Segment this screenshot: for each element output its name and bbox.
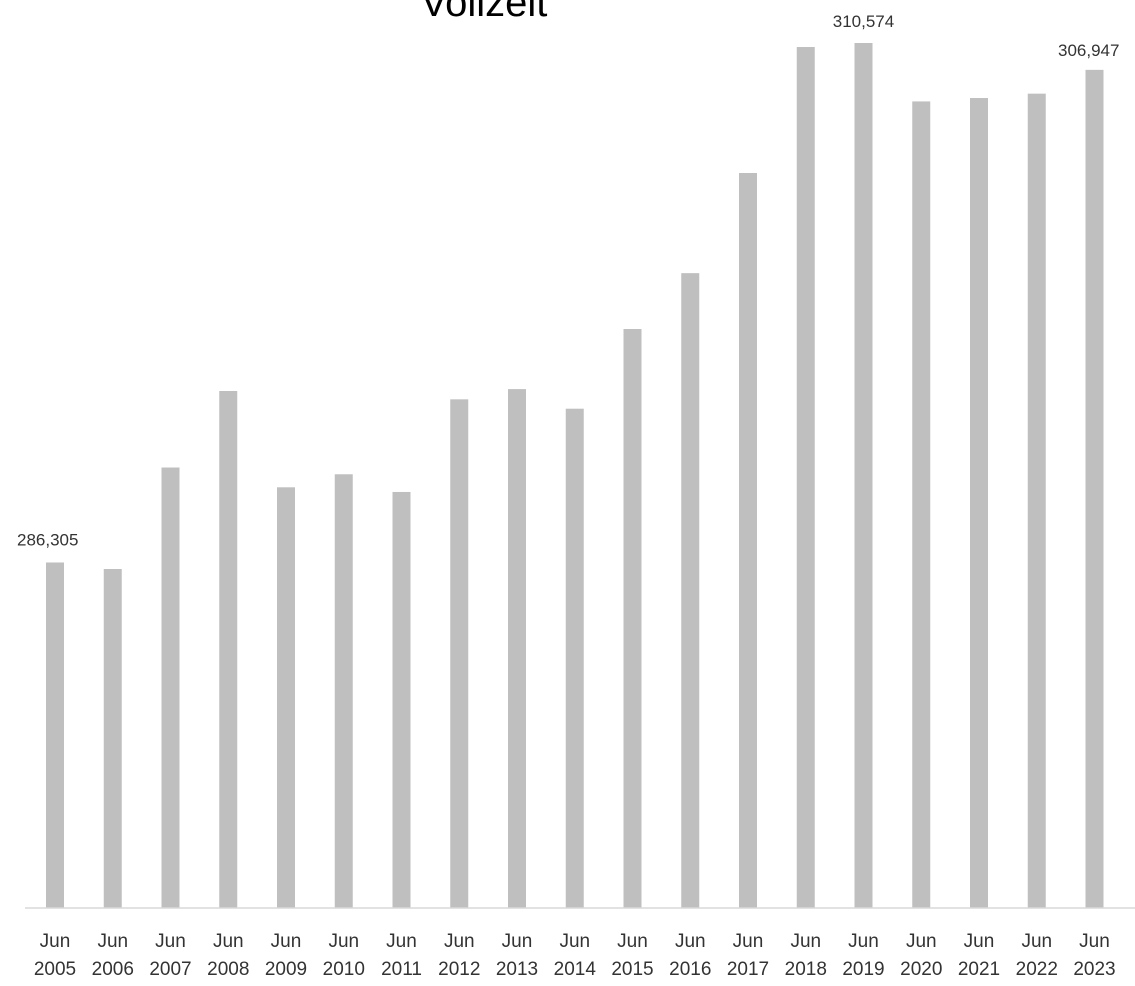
bar-jun-2008 — [219, 391, 238, 908]
bar-jun-2020 — [912, 101, 931, 909]
x-tick-label: Jun 2005 — [34, 931, 76, 980]
x-tick-label: Jun 2021 — [958, 931, 1000, 980]
x-tick-label: Jun 2013 — [496, 931, 538, 980]
x-tick-label: Jun 2020 — [900, 931, 942, 980]
bar-jun-2007 — [161, 467, 180, 908]
x-tick-label: Jun 2008 — [207, 931, 249, 980]
bar-jun-2017 — [739, 173, 757, 908]
x-tick-label: Jun 2018 — [785, 931, 827, 980]
x-tick-label: Jun 2015 — [611, 931, 653, 980]
bar-jun-2006 — [103, 569, 122, 908]
bar-jun-2022 — [1027, 93, 1046, 908]
x-tick-label: Jun 2012 — [438, 931, 480, 980]
data-labels-layer: 286,305 310,574 306,947 — [17, 12, 1119, 550]
x-tick-labels-layer: Jun 2005 Jun 2006 Jun 2007 Jun 2008 Jun 2009 Jun 20… — [34, 931, 1116, 980]
bar-jun-2013 — [508, 389, 526, 909]
x-tick-label: Jun 2019 — [842, 931, 884, 980]
chart-title: Vollzeit — [421, 0, 548, 25]
x-tick-label: Jun 2016 — [669, 931, 711, 980]
bar-jun-2010 — [334, 474, 353, 908]
bar-jun-2012 — [450, 399, 469, 908]
bar-jun-2015 — [623, 329, 642, 908]
x-tick-label: Jun 2009 — [265, 931, 307, 980]
x-tick-label: Jun 2017 — [727, 931, 769, 980]
bar-jun-2005 — [46, 562, 64, 908]
data-label: 286,305 — [17, 531, 78, 550]
bar-jun-2018 — [796, 47, 815, 908]
bar-jun-2023 — [1085, 69, 1104, 909]
data-label: 310,574 — [833, 12, 894, 31]
x-tick-label: Jun 2023 — [1073, 931, 1115, 980]
x-tick-label: Jun 2010 — [323, 931, 365, 980]
bar-jun-2021 — [970, 98, 988, 908]
bar-jun-2019 — [854, 43, 873, 908]
data-label: 306,947 — [1058, 41, 1119, 60]
x-tick-label: Jun 2011 — [381, 931, 422, 980]
bar-jun-2011 — [392, 491, 411, 908]
bar-jun-2009 — [277, 487, 295, 908]
x-tick-label: Jun 2014 — [554, 931, 597, 980]
bar-jun-2016 — [681, 273, 700, 908]
x-tick-label: Jun 2007 — [149, 931, 191, 980]
bars-layer — [46, 43, 1104, 909]
x-tick-label: Jun 2022 — [1016, 931, 1058, 980]
x-tick-label: Jun 2006 — [92, 931, 134, 980]
bar-jun-2014 — [565, 408, 584, 908]
